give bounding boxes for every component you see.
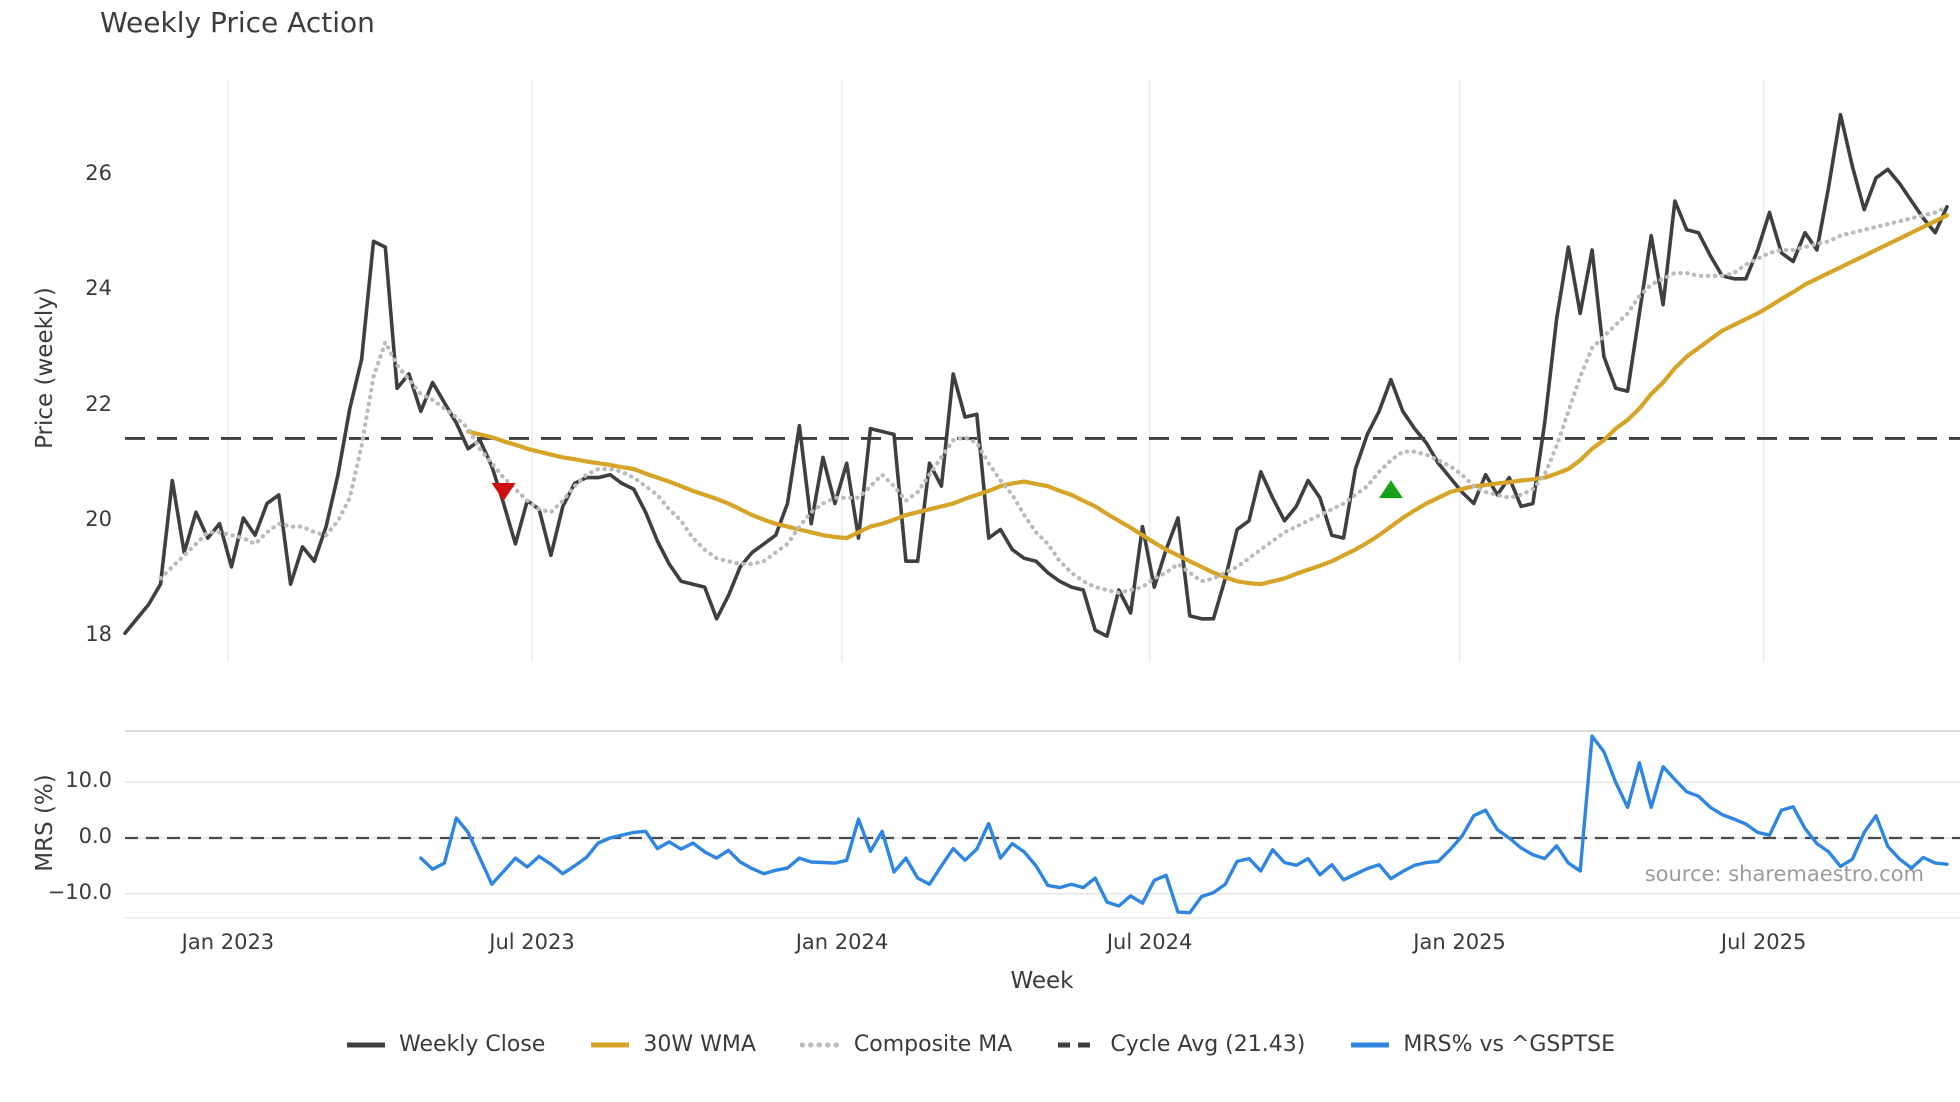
- buy-signal-marker: [1378, 480, 1403, 499]
- dotted-line-swatch-icon: [799, 1042, 842, 1047]
- source-credit: source: sharemaestro.com: [1644, 862, 1924, 886]
- solid-line-swatch-icon: [1351, 1042, 1390, 1047]
- sell-signal-marker: [491, 483, 516, 502]
- price-ytick-label: 26: [85, 161, 112, 186]
- price-ytick-label: 24: [85, 276, 112, 301]
- x-tick-label: Jul 2024: [1106, 930, 1193, 954]
- legend-item-cycle-avg-21-43-: Cycle Avg (21.43): [1056, 1032, 1305, 1057]
- legend: Weekly Close 30W WMA Composite MA Cycle Avg…: [0, 1032, 1960, 1057]
- legend-label: Weekly Close: [399, 1032, 546, 1057]
- legend-label: 30W WMA: [643, 1032, 756, 1057]
- legend-label: Composite MA: [853, 1032, 1013, 1057]
- price-ytick-label: 22: [85, 391, 112, 416]
- solid-line-swatch-icon: [591, 1042, 630, 1047]
- x-tick-label: Jan 2023: [181, 930, 275, 954]
- solid-line-swatch-icon: [347, 1042, 386, 1047]
- legend-label: Cycle Avg (21.43): [1110, 1032, 1306, 1057]
- mrs-ytick-label: −10.0: [47, 879, 112, 904]
- price-ytick-label: 20: [85, 506, 112, 531]
- series-line-weekly-close: [123, 112, 1949, 638]
- x-axis-label: Week: [1010, 968, 1074, 994]
- legend-item-mrs-vs-gsptse: MRS% vs ^GSPTSE: [1349, 1032, 1615, 1057]
- series-line-30w-wma: [466, 213, 1950, 587]
- legend-label: MRS% vs ^GSPTSE: [1403, 1032, 1615, 1057]
- x-tick-label: Jul 2023: [489, 930, 575, 954]
- mrs-ytick-label: 10.0: [65, 768, 112, 793]
- legend-item-30w-wma: 30W WMA: [589, 1032, 756, 1057]
- series-line-mrs-vs-gsptse: [419, 734, 1949, 915]
- legend-item-composite-ma: Composite MA: [799, 1032, 1013, 1057]
- dashed-line-swatch-icon: [1058, 1042, 1097, 1047]
- price-ytick-label: 18: [85, 622, 112, 647]
- series-line-composite-ma: [158, 204, 1950, 596]
- x-tick-label: Jul 2025: [1720, 930, 1807, 954]
- mrs-ytick-label: 0.0: [78, 824, 112, 848]
- chart-title: Weekly Price Action: [100, 6, 375, 39]
- x-tick-label: Jan 2025: [1413, 930, 1506, 954]
- x-tick-label: Jan 2024: [795, 930, 889, 954]
- legend-item-weekly-close: Weekly Close: [345, 1032, 545, 1057]
